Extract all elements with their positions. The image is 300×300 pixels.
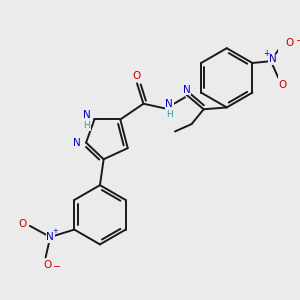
Text: O: O — [285, 38, 293, 48]
Text: O: O — [133, 71, 141, 81]
Text: N: N — [73, 138, 81, 148]
Text: N: N — [166, 99, 173, 109]
Text: +: + — [263, 49, 269, 58]
Text: −: − — [296, 36, 300, 46]
Text: −: − — [53, 262, 61, 272]
Text: H: H — [166, 110, 173, 119]
Text: H: H — [84, 122, 90, 130]
Text: N: N — [183, 85, 191, 95]
Text: O: O — [279, 80, 287, 90]
Text: N: N — [46, 232, 54, 242]
Text: O: O — [43, 260, 52, 270]
Text: N: N — [269, 54, 277, 64]
Text: N: N — [83, 110, 91, 120]
Text: +: + — [52, 227, 58, 233]
Text: O: O — [18, 219, 27, 229]
